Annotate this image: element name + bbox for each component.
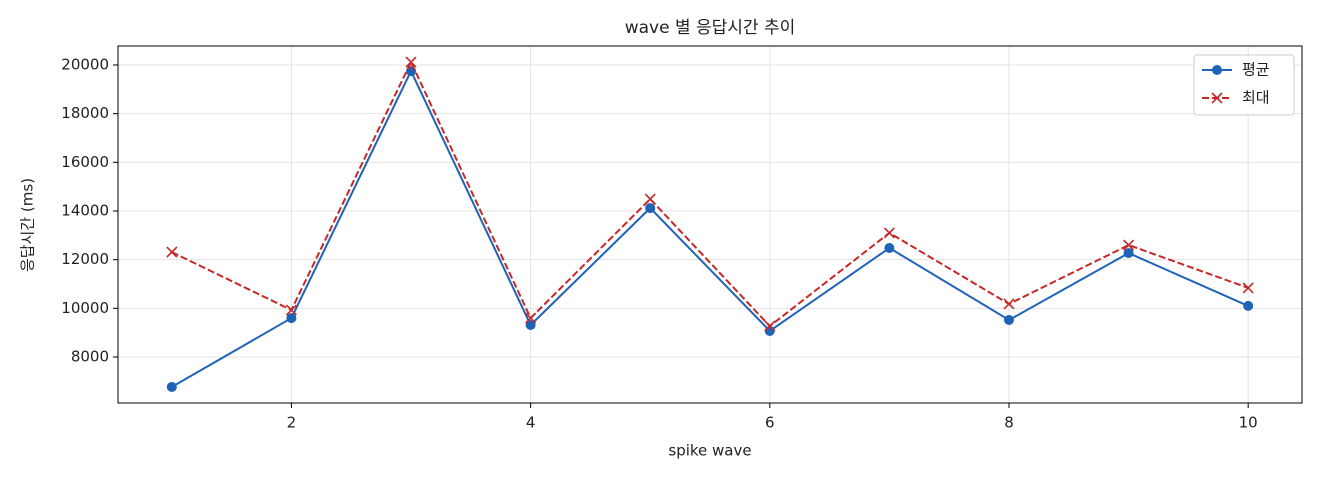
point xyxy=(285,304,297,316)
point xyxy=(883,227,895,239)
y-axis-label: 응답시간 (ms) xyxy=(19,178,37,272)
point xyxy=(644,193,656,205)
point xyxy=(645,203,656,214)
y-tick-label: 18000 xyxy=(61,104,109,122)
point xyxy=(1242,282,1254,294)
y-tick-label: 14000 xyxy=(61,201,109,219)
point xyxy=(1243,300,1254,311)
chart-title: wave 별 응답시간 추이 xyxy=(625,18,796,38)
point xyxy=(405,56,417,68)
point xyxy=(1003,298,1015,310)
legend-marker xyxy=(1211,92,1223,104)
point xyxy=(764,320,776,332)
point xyxy=(1003,315,1014,326)
point xyxy=(764,325,775,336)
point xyxy=(525,320,536,331)
point xyxy=(525,312,537,324)
point xyxy=(166,246,178,258)
x-axis-label: spike wave xyxy=(668,442,751,460)
line xyxy=(171,59,1249,328)
plot-frame xyxy=(117,45,1303,404)
point xyxy=(166,381,177,392)
x-tick-label: 2 xyxy=(287,414,297,432)
legend-label: 평균 xyxy=(1242,61,1270,79)
y-tick-label: 20000 xyxy=(61,55,109,73)
y-tick-label: 10000 xyxy=(61,299,109,317)
point xyxy=(1123,248,1134,259)
legend-marker xyxy=(1212,65,1222,75)
y-tick-label: 12000 xyxy=(61,250,109,268)
x-tick-label: 8 xyxy=(1004,414,1014,432)
y-tick-label: 8000 xyxy=(71,348,109,366)
legend-label: 최대 xyxy=(1242,89,1270,107)
y-tick-label: 16000 xyxy=(61,153,109,171)
point xyxy=(286,313,297,324)
point xyxy=(884,242,895,253)
x-tick-label: 10 xyxy=(1239,414,1258,432)
x-tick-label: 6 xyxy=(765,414,775,432)
line xyxy=(171,68,1249,388)
point xyxy=(1123,239,1135,251)
x-tick-label: 4 xyxy=(526,414,536,432)
